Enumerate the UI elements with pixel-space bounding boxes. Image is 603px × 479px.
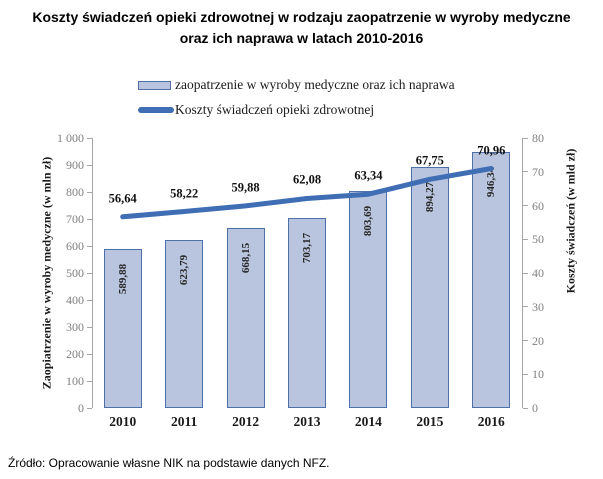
left-axis-tick-label: 300 bbox=[66, 320, 84, 334]
left-axis-tick-label: 500 bbox=[66, 266, 84, 280]
line-series-path bbox=[120, 166, 494, 220]
right-axis-tick bbox=[523, 137, 528, 139]
legend-label-bars: zaopatrzenie w wyroby medyczne oraz ich … bbox=[175, 77, 455, 92]
bar-2014 bbox=[349, 191, 388, 408]
line-point-label: 59,88 bbox=[231, 180, 260, 195]
category-label-2012: 2012 bbox=[232, 414, 260, 429]
category-label-2016: 2016 bbox=[477, 414, 505, 429]
left-axis-tick bbox=[87, 245, 92, 247]
left-axis-tick-label: 700 bbox=[66, 212, 84, 226]
right-axis-tick bbox=[523, 205, 528, 206]
right-axis-tick bbox=[523, 171, 528, 173]
left-axis-tick bbox=[87, 272, 92, 274]
category-label-2011: 2011 bbox=[171, 414, 198, 429]
right-axis-tick bbox=[523, 340, 528, 341]
category-label-2010: 2010 bbox=[109, 414, 137, 429]
line-point-label: 58,22 bbox=[170, 186, 199, 200]
right-axis-tick bbox=[523, 373, 528, 375]
left-axis-tick-label: 600 bbox=[66, 239, 84, 253]
right-axis-tick bbox=[523, 238, 528, 240]
right-axis-tick-label: 20 bbox=[532, 333, 544, 348]
bar-2013 bbox=[288, 218, 326, 408]
line-point-label: 70,96 bbox=[477, 143, 506, 157]
left-axis-tick bbox=[87, 353, 92, 355]
chart-title-line1: Koszty świadczeń opieki zdrowotnej w rod… bbox=[32, 9, 571, 25]
left-axis-tick bbox=[87, 218, 92, 220]
category-label-2014: 2014 bbox=[354, 414, 382, 429]
left-axis-tick bbox=[87, 407, 92, 409]
legend-item-line: Koszty świadczeń opieki zdrowotnej bbox=[138, 102, 455, 118]
right-axis-tick bbox=[523, 407, 528, 409]
right-axis-line bbox=[522, 138, 523, 408]
right-axis-tick-label: 50 bbox=[532, 232, 544, 247]
chart-title-line2: oraz ich naprawa w latach 2010-2016 bbox=[179, 30, 424, 46]
left-axis-tick-label: 1 000 bbox=[57, 131, 84, 145]
line-point-label: 56,64 bbox=[108, 191, 137, 206]
right-axis-tick-label: 30 bbox=[532, 299, 544, 314]
left-axis-tick bbox=[87, 380, 92, 382]
category-label-2013: 2013 bbox=[293, 414, 321, 429]
line-series-swatch bbox=[138, 107, 174, 113]
right-axis-tick-label: 70 bbox=[532, 164, 544, 179]
bar-2011 bbox=[165, 239, 204, 408]
left-axis-tick bbox=[87, 191, 92, 193]
category-label-2015: 2015 bbox=[416, 414, 444, 429]
right-axis-tick-label: 40 bbox=[532, 266, 544, 280]
legend: zaopatrzenie w wyroby medyczne oraz ich … bbox=[138, 77, 455, 127]
left-axis-tick-label: 800 bbox=[66, 185, 84, 199]
right-axis-tick-label: 10 bbox=[532, 367, 544, 382]
left-axis-tick-label: 400 bbox=[66, 293, 84, 307]
source-note: Źródło: Opracowanie własne NIK na podsta… bbox=[8, 456, 330, 470]
right-axis-tick-label: 60 bbox=[532, 198, 544, 213]
line-point-label: 62,08 bbox=[292, 172, 322, 187]
left-axis-tick bbox=[87, 164, 92, 166]
left-axis-tick bbox=[87, 299, 92, 301]
bar-2015 bbox=[410, 166, 449, 408]
right-axis-tick bbox=[523, 306, 528, 308]
right-axis-tick-label: 80 bbox=[532, 131, 544, 145]
legend-item-bars: zaopatrzenie w wyroby medyczne oraz ich … bbox=[138, 77, 455, 93]
bar-2016 bbox=[472, 152, 511, 408]
line-point-label: 63,34 bbox=[354, 168, 383, 183]
right-axis-tick-label: 0 bbox=[532, 401, 538, 415]
left-axis-tick-label: 900 bbox=[66, 158, 84, 172]
line-point-label: 67,75 bbox=[415, 153, 444, 168]
left-axis-tick-label: 100 bbox=[66, 374, 84, 388]
bar-2012 bbox=[226, 227, 265, 408]
left-axis-tick bbox=[87, 137, 92, 139]
left-axis-tick bbox=[87, 326, 92, 328]
left-axis-tick-label: 200 bbox=[66, 347, 84, 361]
chart-title: Koszty świadczeń opieki zdrowotnej w rod… bbox=[0, 7, 603, 49]
left-axis-tick-label: 0 bbox=[78, 401, 84, 415]
left-axis-line bbox=[92, 138, 93, 408]
right-axis-tick bbox=[523, 272, 528, 274]
bar-2010 bbox=[103, 248, 142, 408]
bar-series-swatch bbox=[138, 80, 171, 90]
legend-label-line: Koszty świadczeń opieki zdrowotnej bbox=[175, 102, 375, 117]
